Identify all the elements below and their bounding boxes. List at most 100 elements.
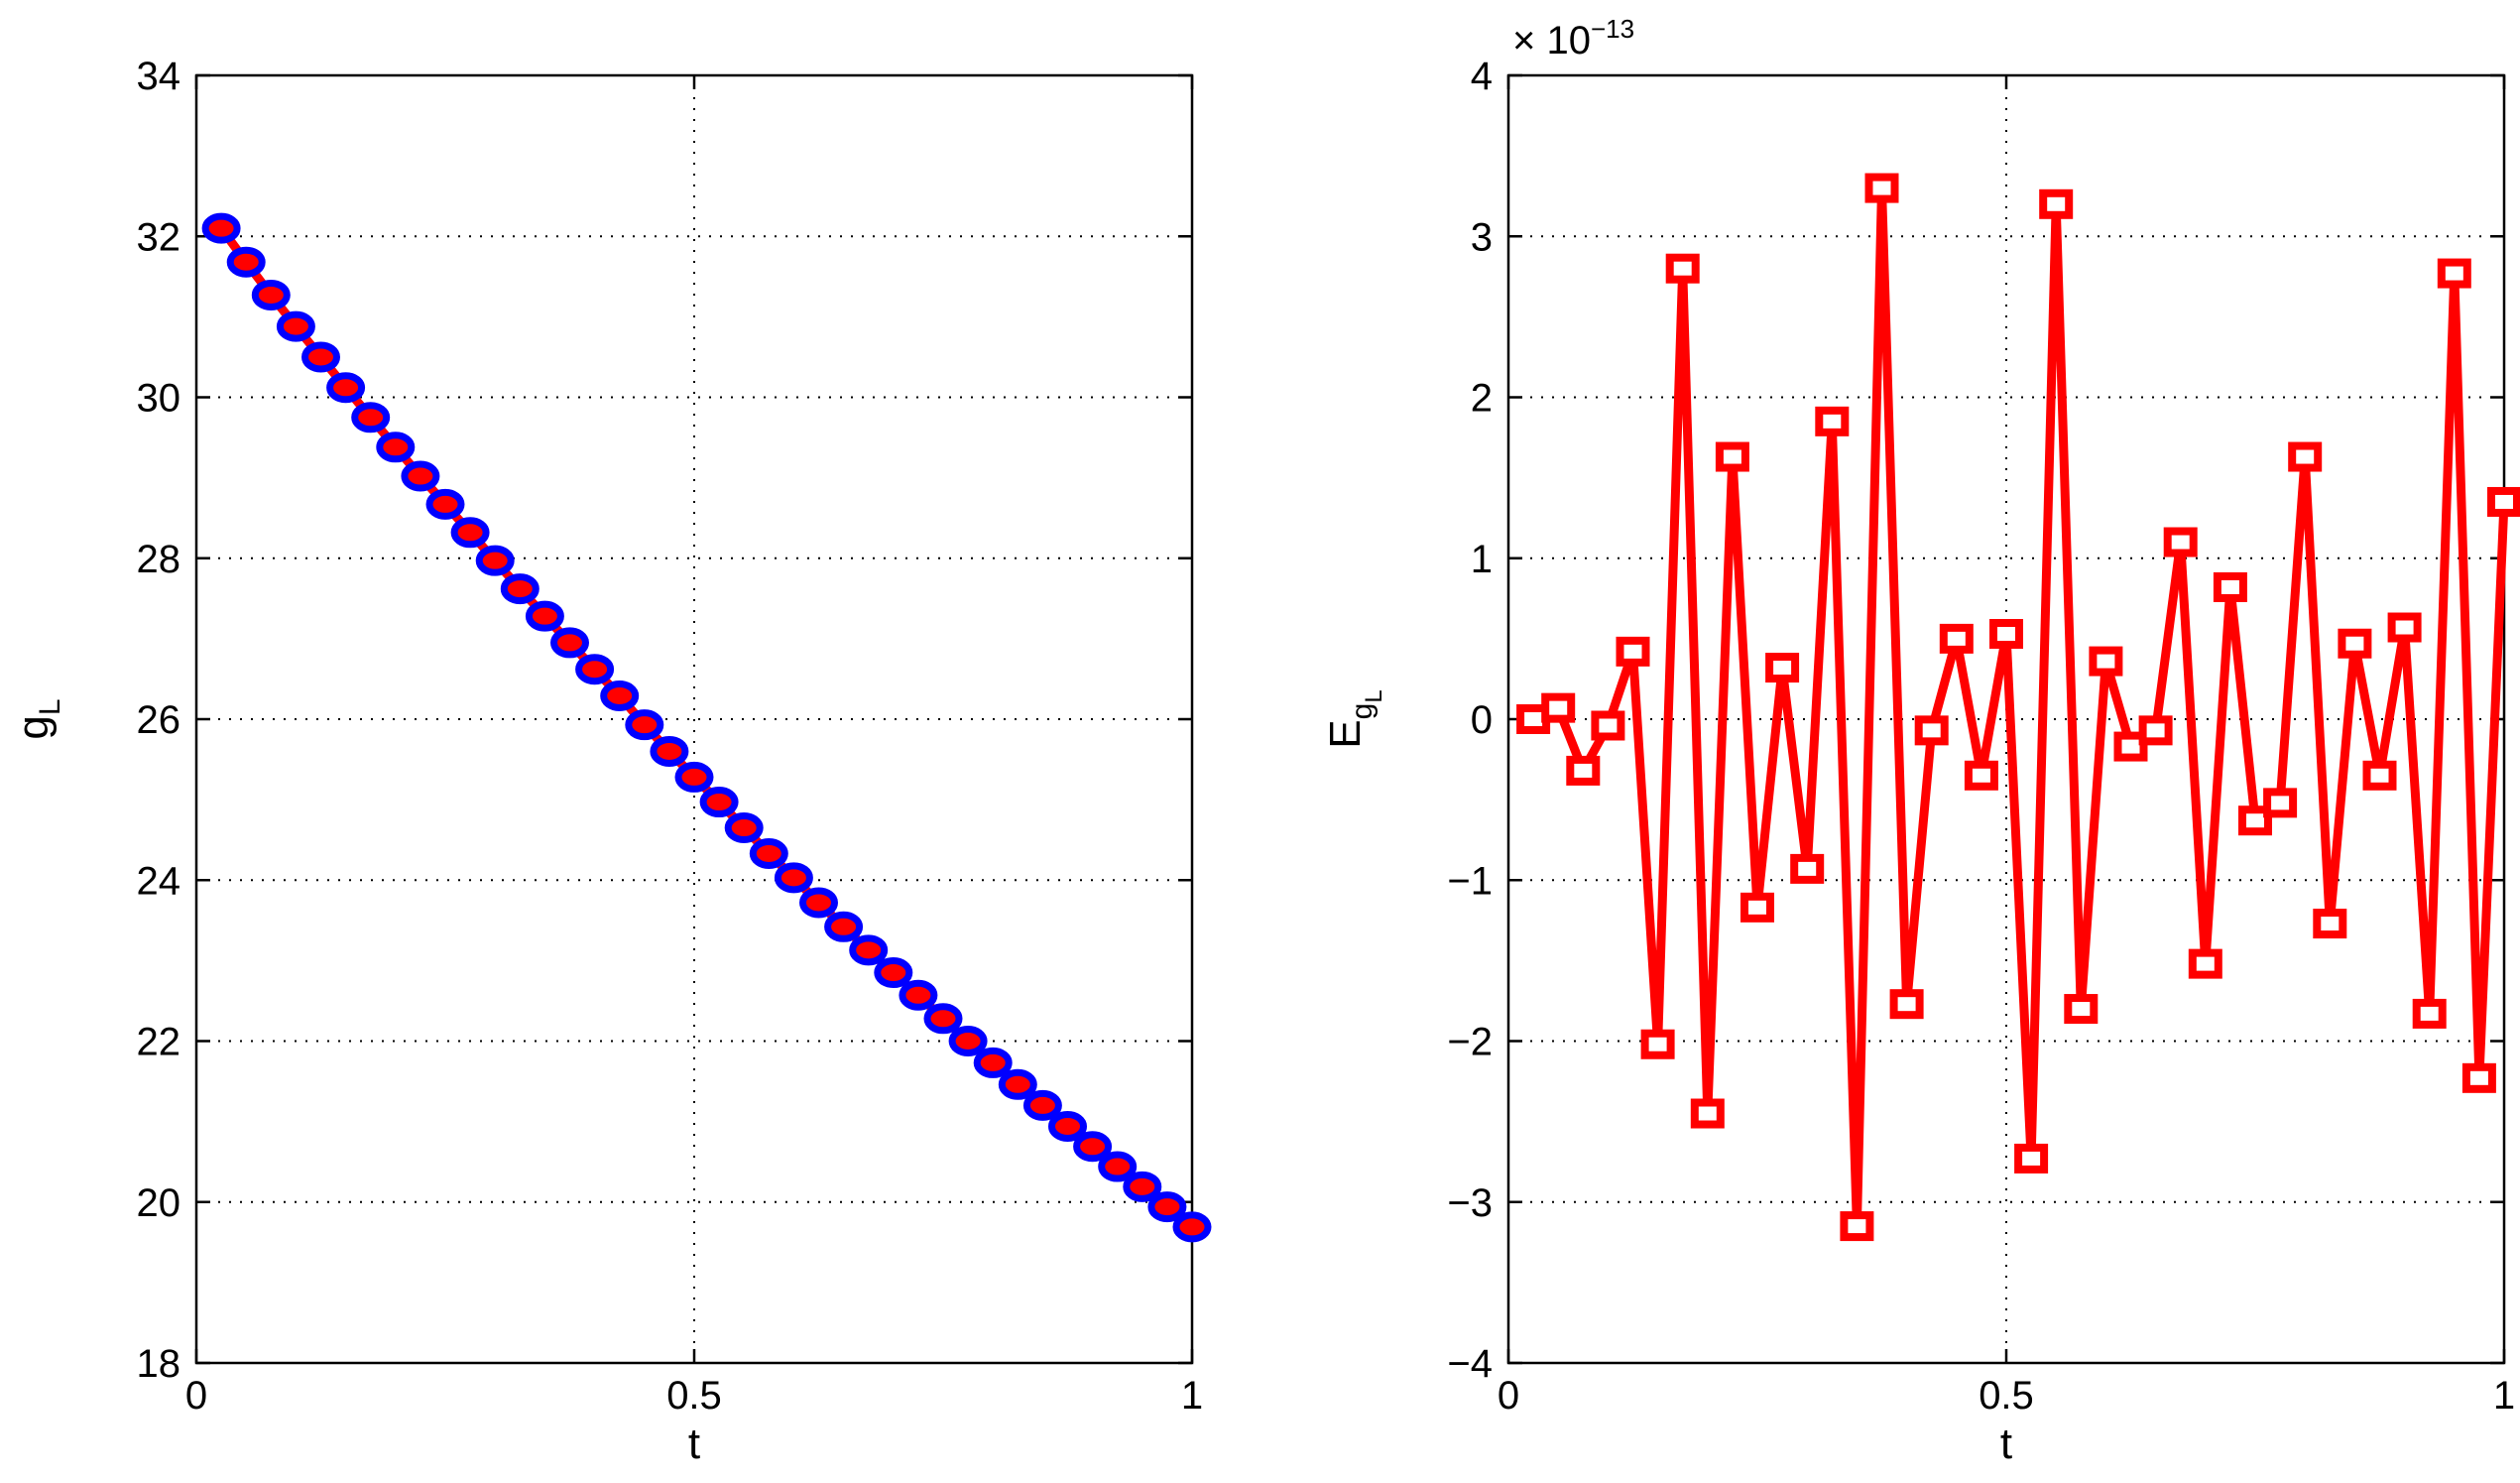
- y-tick-label: 20: [137, 1181, 181, 1225]
- data-point: [874, 957, 913, 989]
- data-point: [475, 545, 515, 576]
- y-tick-label: −3: [1447, 1181, 1493, 1225]
- data-point: [2412, 998, 2447, 1029]
- data-point: [1665, 253, 1700, 284]
- data-point: [351, 402, 391, 433]
- data-point: [2163, 527, 2198, 557]
- data-point: [450, 517, 490, 549]
- data-point: [1889, 989, 1924, 1020]
- data-point: [674, 761, 714, 793]
- data-point: [1566, 755, 1601, 786]
- data-point: [525, 600, 564, 632]
- data-point: [1591, 710, 1625, 741]
- x-tick-label: 0: [185, 1374, 207, 1418]
- x-tick-label: 0.5: [666, 1374, 722, 1418]
- data-point: [1939, 623, 1974, 654]
- data-point: [1147, 1191, 1187, 1223]
- data-point: [824, 911, 864, 942]
- plot-gl-vs-t: 0 0.5 1 18 20 22 24 26 28 30 32 34 t gL: [9, 55, 1212, 1468]
- x-tick-label: 0: [1498, 1374, 1519, 1418]
- data-point: [2288, 441, 2323, 472]
- data-point: [1815, 406, 1850, 436]
- data-point: [301, 341, 340, 373]
- data-point: [1640, 1029, 1675, 1059]
- data-point: [1914, 715, 1949, 746]
- data-point: [1840, 1211, 1874, 1242]
- y-tick-label: −4: [1447, 1342, 1493, 1386]
- data-point: [2238, 805, 2272, 836]
- data-point: [849, 934, 889, 966]
- data-point: [550, 627, 589, 659]
- data-point: [376, 432, 416, 463]
- y-tick-label: 0: [1471, 698, 1493, 742]
- data-point: [724, 812, 764, 844]
- x-tick-label: 0.5: [1979, 1374, 2034, 1418]
- data-point: [1690, 1098, 1725, 1129]
- data-point: [1790, 853, 1825, 884]
- y-tick-label: 18: [137, 1342, 181, 1386]
- data-point: [2113, 731, 2148, 762]
- y-tick-label: 34: [137, 55, 181, 98]
- data-point: [276, 310, 315, 342]
- y-tick-label: 24: [137, 859, 181, 903]
- data-point: [2064, 994, 2099, 1025]
- data-point: [948, 1026, 988, 1056]
- data-point: [1864, 173, 1899, 203]
- y-tick-label: 4: [1471, 55, 1493, 98]
- data-point: [2313, 909, 2347, 939]
- y-tick-label: 2: [1471, 377, 1493, 421]
- data-point: [1048, 1110, 1087, 1142]
- data-point: [2487, 486, 2520, 517]
- data-point: [899, 979, 938, 1011]
- data-point: [2461, 1062, 2496, 1093]
- data-point: [500, 573, 540, 605]
- data-point: [201, 212, 241, 244]
- y-axis-label: EgL: [1321, 689, 1387, 748]
- data-point: [2213, 571, 2247, 602]
- y-tick-label: −2: [1447, 1021, 1493, 1064]
- data-point: [923, 1003, 963, 1035]
- data-point: [1098, 1151, 1138, 1182]
- data-point: [326, 372, 366, 404]
- plot-error-vs-t: 0 0.5 1 −4 −3 −2 −1 0 1 2 3 4 t EgL × 10−13: [1321, 14, 2520, 1468]
- data-point: [251, 279, 291, 310]
- data-point: [1172, 1211, 1212, 1243]
- x-tick-label: 1: [2493, 1374, 2515, 1418]
- data-point: [575, 654, 615, 685]
- data-point: [226, 246, 266, 278]
- data-point: [2362, 760, 2397, 791]
- y-tick-label: 1: [1471, 538, 1493, 581]
- scale-factor-label: × 10−13: [1512, 14, 1634, 62]
- data-point: [2089, 646, 2123, 677]
- data-point: [1541, 692, 1576, 723]
- y-tick-label: 3: [1471, 215, 1493, 259]
- data-point: [973, 1047, 1013, 1078]
- data-point: [401, 460, 440, 492]
- series-line: [1531, 184, 2509, 1231]
- data-point: [1123, 1171, 1162, 1202]
- data-point: [650, 735, 689, 767]
- data-point: [1715, 441, 1749, 472]
- data-point: [1989, 619, 2023, 650]
- data-point: [2263, 788, 2298, 818]
- data-point: [425, 488, 465, 520]
- data-point: [699, 787, 739, 818]
- data-point: [1616, 636, 1650, 667]
- data-point: [2039, 188, 2074, 219]
- data-point: [2338, 628, 2372, 659]
- x-axis-label: t: [688, 1420, 700, 1468]
- data-point: [799, 887, 838, 919]
- data-point: [2014, 1143, 2049, 1174]
- data-point: [774, 862, 813, 894]
- y-tick-label: 28: [137, 538, 181, 581]
- data-point: [749, 837, 788, 869]
- data-point: [625, 709, 664, 741]
- data-point: [2387, 612, 2422, 643]
- data-point: [1765, 653, 1800, 683]
- data-point: [998, 1068, 1037, 1100]
- y-tick-label: −1: [1447, 859, 1493, 903]
- data-point: [1073, 1131, 1113, 1163]
- data-point: [1022, 1089, 1062, 1121]
- data-point: [1740, 892, 1774, 923]
